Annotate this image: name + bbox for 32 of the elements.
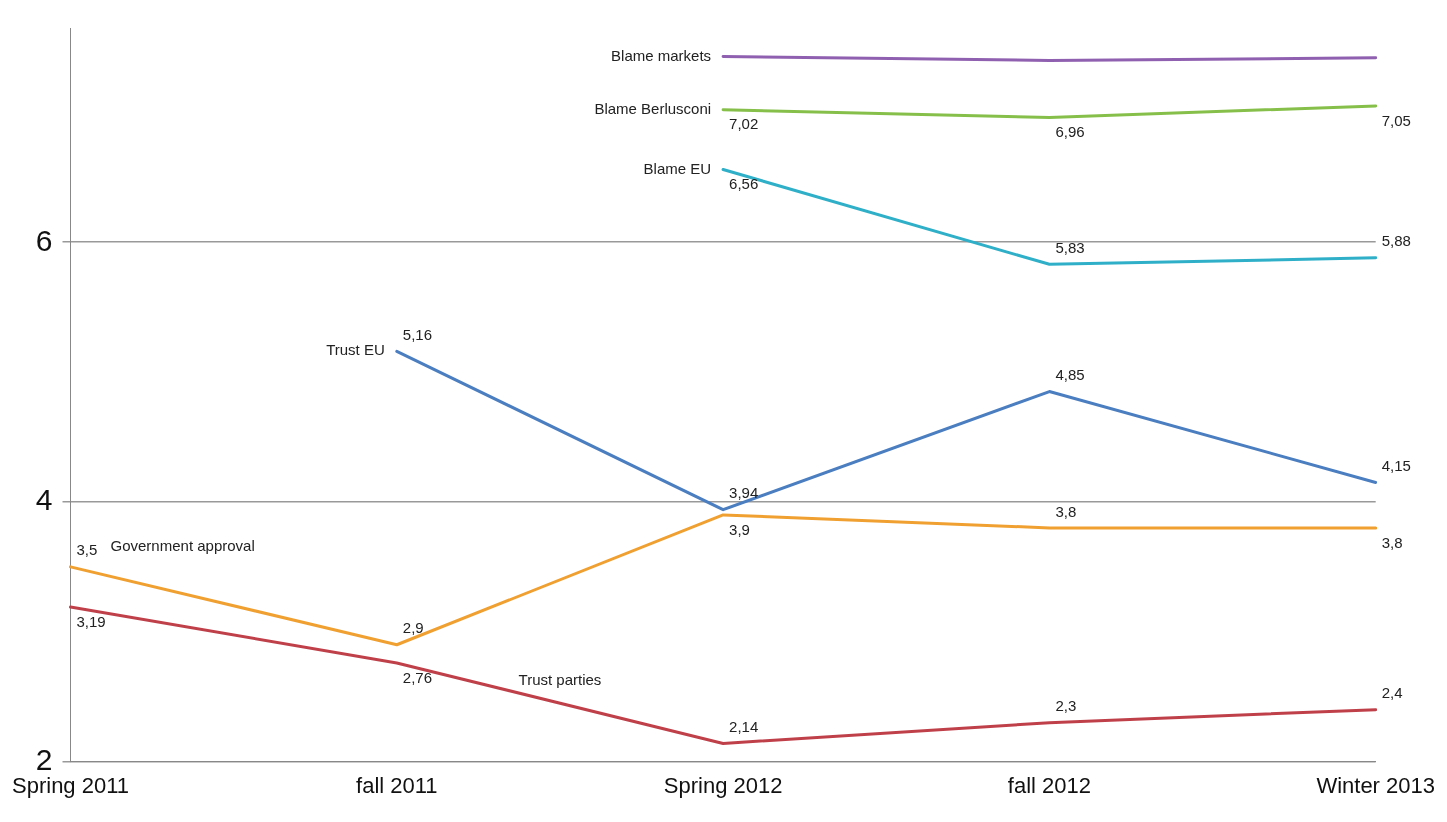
x-tick-label: fall 2011 (356, 772, 438, 798)
data-label: 2,4 (1381, 684, 1403, 702)
data-label: 7,02 (729, 115, 759, 133)
data-label: 7,05 (1381, 111, 1411, 129)
data-label: 2,9 (402, 619, 424, 637)
data-label: 4,15 (1381, 457, 1411, 475)
series-label: Government approval (110, 537, 255, 555)
data-label: 3,9 (729, 520, 750, 538)
data-label: 6,56 (729, 175, 759, 193)
data-label: 3,94 (729, 484, 759, 502)
y-tick-label: 4 (35, 483, 53, 517)
data-label: 4,85 (1055, 366, 1085, 384)
x-tick-label: Spring 2012 (663, 772, 783, 798)
data-label: 5,88 (1381, 232, 1411, 250)
data-label: 3,19 (76, 612, 106, 630)
data-label: 3,5 (76, 541, 98, 559)
data-label: 2,76 (402, 668, 433, 686)
x-tick-label: fall 2012 (1007, 772, 1091, 798)
series-label: Blame Berlusconi (594, 99, 712, 117)
data-label: 3,8 (1381, 533, 1403, 551)
y-tick-label: 6 (35, 223, 53, 257)
data-label: 5,16 (402, 325, 433, 343)
series-label: Blame EU (643, 159, 712, 177)
data-label: 3,8 (1055, 502, 1077, 520)
series-label: Blame markets (611, 46, 712, 64)
data-label: 6,96 (1055, 123, 1085, 141)
series-label: Trust parties (518, 670, 602, 688)
series-label: Trust EU (326, 341, 385, 359)
data-label: 2,14 (729, 718, 759, 736)
data-label: 2,3 (1055, 697, 1077, 715)
x-tick-label: Winter 2013 (1316, 772, 1435, 798)
data-label: 5,83 (1055, 238, 1085, 256)
